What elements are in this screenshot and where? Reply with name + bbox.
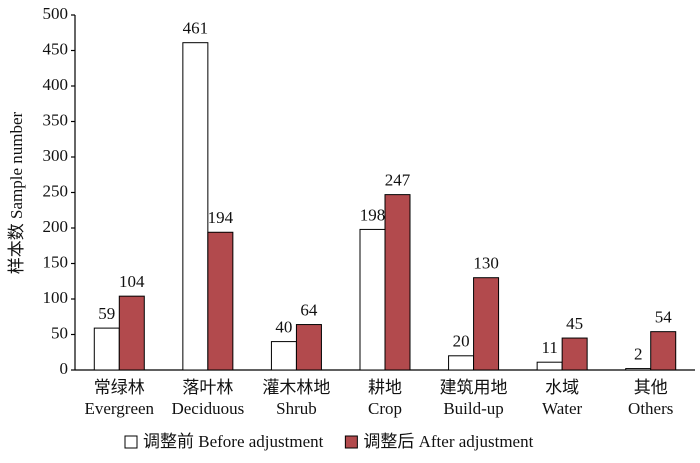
x-tick-label: 耕地 — [368, 378, 402, 397]
legend-label: 调整后 After adjustment — [363, 432, 533, 451]
y-tick-label: 400 — [43, 75, 69, 94]
y-tick-label: 100 — [43, 288, 69, 307]
value-label: 11 — [541, 338, 557, 357]
bar — [93, 327, 120, 371]
bar — [118, 295, 145, 371]
x-tick-label: 其他 — [634, 378, 668, 397]
bar — [561, 337, 588, 371]
value-label: 130 — [473, 254, 499, 273]
y-tick-label: 250 — [43, 181, 69, 200]
value-label: 194 — [208, 208, 234, 227]
value-label: 2 — [634, 344, 643, 363]
bar — [295, 324, 322, 371]
y-tick-label: 300 — [43, 146, 69, 165]
x-tick-label: Crop — [368, 399, 402, 418]
value-label: 54 — [655, 308, 673, 327]
bar — [650, 331, 677, 371]
value-label: 45 — [566, 314, 583, 333]
value-label: 198 — [360, 205, 386, 224]
y-tick-label: 0 — [60, 359, 69, 378]
bar — [270, 341, 297, 371]
legend-swatch — [344, 435, 358, 449]
bar — [182, 42, 209, 371]
y-tick-label: 500 — [43, 4, 69, 23]
x-tick-label: 灌木林地 — [262, 378, 330, 397]
x-tick-label: 常绿林 — [94, 378, 145, 397]
y-axis-label: 样本数 Sample number — [7, 111, 26, 274]
value-label: 64 — [300, 300, 318, 319]
value-label: 20 — [453, 332, 470, 351]
bar — [448, 355, 475, 371]
y-tick-label: 150 — [43, 252, 69, 271]
bar — [207, 231, 234, 371]
legend-swatch — [124, 435, 138, 449]
bar — [384, 194, 411, 371]
x-tick-label: Others — [628, 399, 673, 418]
x-tick-label: 建筑用地 — [440, 378, 508, 397]
y-tick-label: 200 — [43, 217, 69, 236]
x-tick-label: 水域 — [545, 378, 579, 397]
x-tick-label: Evergreen — [85, 399, 155, 418]
x-tick-label: Build-up — [443, 399, 503, 418]
x-tick-label: Shrub — [276, 399, 317, 418]
x-tick-label: Deciduous — [171, 399, 244, 418]
value-label: 59 — [98, 304, 115, 323]
bar — [359, 228, 386, 371]
x-tick-label: Water — [542, 399, 582, 418]
value-label: 461 — [183, 19, 209, 38]
bar — [625, 368, 652, 371]
x-tick-label: 落叶林 — [182, 378, 233, 397]
value-label: 104 — [119, 272, 145, 291]
y-tick-label: 50 — [51, 323, 68, 342]
bar — [536, 361, 563, 371]
value-label: 40 — [275, 318, 292, 337]
y-tick-label: 450 — [43, 39, 69, 58]
bar — [473, 277, 500, 371]
value-label: 247 — [385, 171, 411, 190]
legend-label: 调整前 Before adjustment — [143, 432, 324, 451]
y-tick-label: 350 — [43, 110, 69, 129]
